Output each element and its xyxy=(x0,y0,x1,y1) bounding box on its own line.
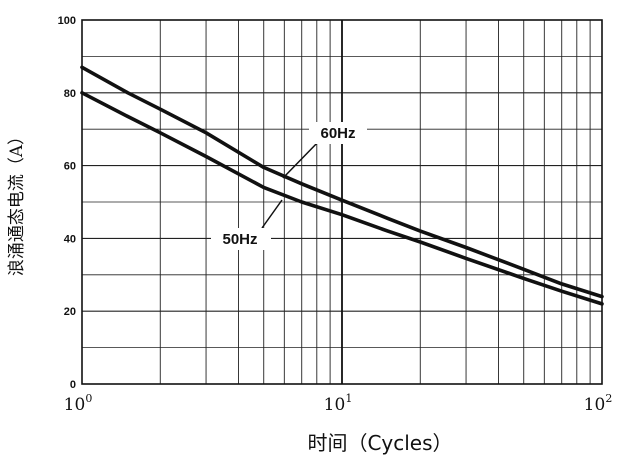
y-tick-label: 100 xyxy=(58,15,76,27)
series-layer xyxy=(80,65,604,306)
annotation-60hz-background xyxy=(309,122,367,144)
series-line-50hz xyxy=(80,91,604,306)
annotation-60hz: 60Hz xyxy=(282,122,367,179)
annotation-50hz: 50Hz xyxy=(211,199,283,250)
y-tick-label: 80 xyxy=(64,88,76,100)
annotation-50hz-leader xyxy=(261,199,283,229)
y-tick-label: 20 xyxy=(64,306,76,318)
x-tick-label: 100 xyxy=(64,392,93,415)
plot-frame xyxy=(81,19,603,385)
x-tick-labels: 100 101 102 xyxy=(64,392,613,415)
y-tick-label: 0 xyxy=(70,379,76,391)
y-tick-label: 60 xyxy=(64,161,76,173)
label-50hz: 50Hz xyxy=(222,231,257,248)
grid xyxy=(82,20,602,384)
annotation-50hz-background xyxy=(211,228,271,250)
x-axis-title: 时间（Cycles） xyxy=(307,431,452,455)
y-tick-labels: 0 20 40 60 80 100 xyxy=(58,15,76,391)
label-60hz: 60Hz xyxy=(320,125,355,142)
x-tick-label: 102 xyxy=(584,392,613,415)
y-axis-title: 浪涌通态电流（A） xyxy=(7,128,27,276)
y-tick-label: 40 xyxy=(64,233,76,245)
series-line-60hz xyxy=(80,65,604,299)
x-tick-label: 101 xyxy=(324,392,353,415)
annotation-60hz-leader xyxy=(282,139,321,179)
